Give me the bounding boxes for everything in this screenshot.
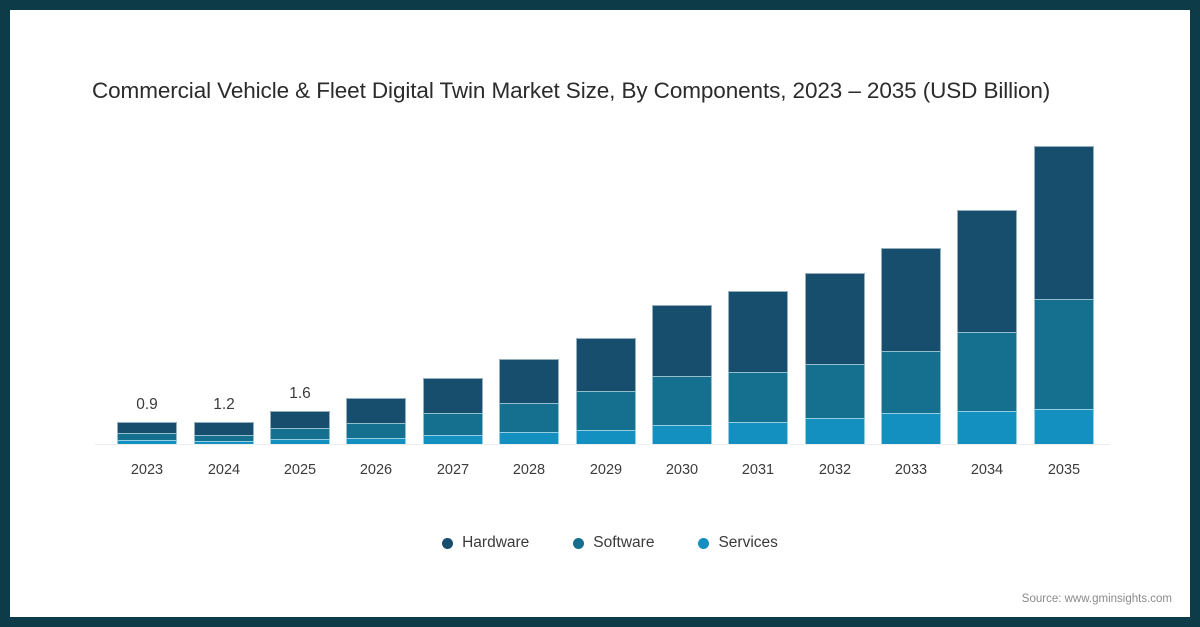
bar-stack: [652, 305, 712, 445]
legend-item-services[interactable]: Services: [698, 534, 778, 552]
bar-segment-software-2035[interactable]: [1034, 299, 1094, 409]
bar-segment-software-2033[interactable]: [881, 351, 941, 413]
bar-stack: [194, 422, 254, 445]
bar-stack: [728, 291, 788, 445]
bar-segment-hardware-2025[interactable]: [270, 411, 330, 428]
bar-segment-software-2034[interactable]: [957, 332, 1017, 411]
bar-segment-software-2031[interactable]: [728, 372, 788, 422]
bar-stack: [576, 338, 636, 445]
x-tick-label-2023: 2023: [130, 462, 164, 478]
bar-segment-hardware-2031[interactable]: [728, 291, 788, 372]
x-axis: 2023 2024 2025 2026 2027 2028 2029 2030 2031 2032…: [95, 462, 1110, 486]
bar-segment-hardware-2028[interactable]: [499, 359, 559, 403]
legend-label: Software: [593, 534, 655, 551]
bar-segment-software-2023[interactable]: [117, 433, 177, 440]
bar-stack: [117, 422, 177, 445]
bar-segment-software-2025[interactable]: [270, 428, 330, 439]
bar-segment-services-2032[interactable]: [805, 418, 865, 445]
bar-value-label-2024: 1.2: [213, 396, 235, 413]
bar-segment-software-2032[interactable]: [805, 364, 865, 418]
x-tick-label-2032: 2032: [818, 462, 852, 478]
bar-segment-hardware-2029[interactable]: [576, 338, 636, 391]
bar-segment-services-2029[interactable]: [576, 430, 636, 445]
axis-baseline: [95, 444, 1110, 445]
x-tick-label-2033: 2033: [894, 462, 928, 478]
x-tick-label-2031: 2031: [741, 462, 775, 478]
bar-segment-services-2033[interactable]: [881, 413, 941, 445]
bar-segment-hardware-2027[interactable]: [423, 378, 483, 413]
bar-segment-hardware-2023[interactable]: [117, 422, 177, 433]
x-tick-label-2025: 2025: [283, 462, 317, 478]
bar-segment-software-2027[interactable]: [423, 413, 483, 435]
x-tick-label-2029: 2029: [589, 462, 623, 478]
bar-segment-hardware-2034[interactable]: [957, 210, 1017, 332]
bar-stack: [423, 378, 483, 445]
legend-label: Hardware: [462, 534, 530, 551]
bar-stack: [881, 248, 941, 445]
page-title: Commercial Vehicle & Fleet Digital Twin …: [92, 78, 1051, 103]
bar-segment-software-2028[interactable]: [499, 403, 559, 432]
bar-segment-services-2031[interactable]: [728, 422, 788, 445]
bar-stack: [499, 359, 559, 445]
bar-stack: [1034, 146, 1094, 445]
bar-segment-hardware-2035[interactable]: [1034, 146, 1094, 299]
bar-stack: [957, 210, 1017, 445]
bar-segment-hardware-2032[interactable]: [805, 273, 865, 364]
legend-item-hardware[interactable]: Hardware: [442, 534, 529, 552]
legend-label: Services: [718, 534, 778, 551]
legend-item-software[interactable]: Software: [573, 534, 654, 552]
x-tick-label-2034: 2034: [970, 462, 1004, 478]
bar-segment-software-2029[interactable]: [576, 391, 636, 430]
bar-segment-software-2024[interactable]: [194, 435, 254, 441]
chart-canvas: Commercial Vehicle & Fleet Digital Twin …: [10, 10, 1190, 617]
legend-swatch-services-icon: [698, 537, 710, 549]
legend-swatch-software-icon: [573, 537, 585, 549]
bar-segment-hardware-2033[interactable]: [881, 248, 941, 351]
x-tick-label-2028: 2028: [512, 462, 546, 478]
chart-legend: Hardware Software Services: [10, 534, 1190, 552]
bar-segment-hardware-2026[interactable]: [346, 398, 406, 423]
bar-stack: [270, 411, 330, 445]
x-tick-label-2024: 2024: [207, 462, 241, 478]
x-tick-label-2035: 2035: [1047, 462, 1081, 478]
bar-segment-hardware-2024[interactable]: [194, 422, 254, 435]
bar-segment-services-2034[interactable]: [957, 411, 1017, 445]
source-attribution: Source: www.gminsights.com: [1021, 593, 1172, 605]
plot-area: 0.9 1.2 1.6: [95, 140, 1110, 445]
x-tick-label-2030: 2030: [665, 462, 699, 478]
bar-segment-hardware-2030[interactable]: [652, 305, 712, 376]
bar-stack: [346, 398, 406, 445]
bar-stack: [805, 273, 865, 445]
bar-segment-software-2030[interactable]: [652, 376, 712, 425]
bar-value-label-2023: 0.9: [136, 396, 158, 413]
legend-swatch-hardware-icon: [442, 537, 454, 549]
x-tick-label-2026: 2026: [359, 462, 393, 478]
bar-segment-software-2026[interactable]: [346, 423, 406, 438]
bar-segment-services-2030[interactable]: [652, 425, 712, 445]
x-tick-label-2027: 2027: [436, 462, 470, 478]
bar-value-label-2025: 1.6: [289, 385, 311, 402]
bar-segment-services-2035[interactable]: [1034, 409, 1094, 445]
